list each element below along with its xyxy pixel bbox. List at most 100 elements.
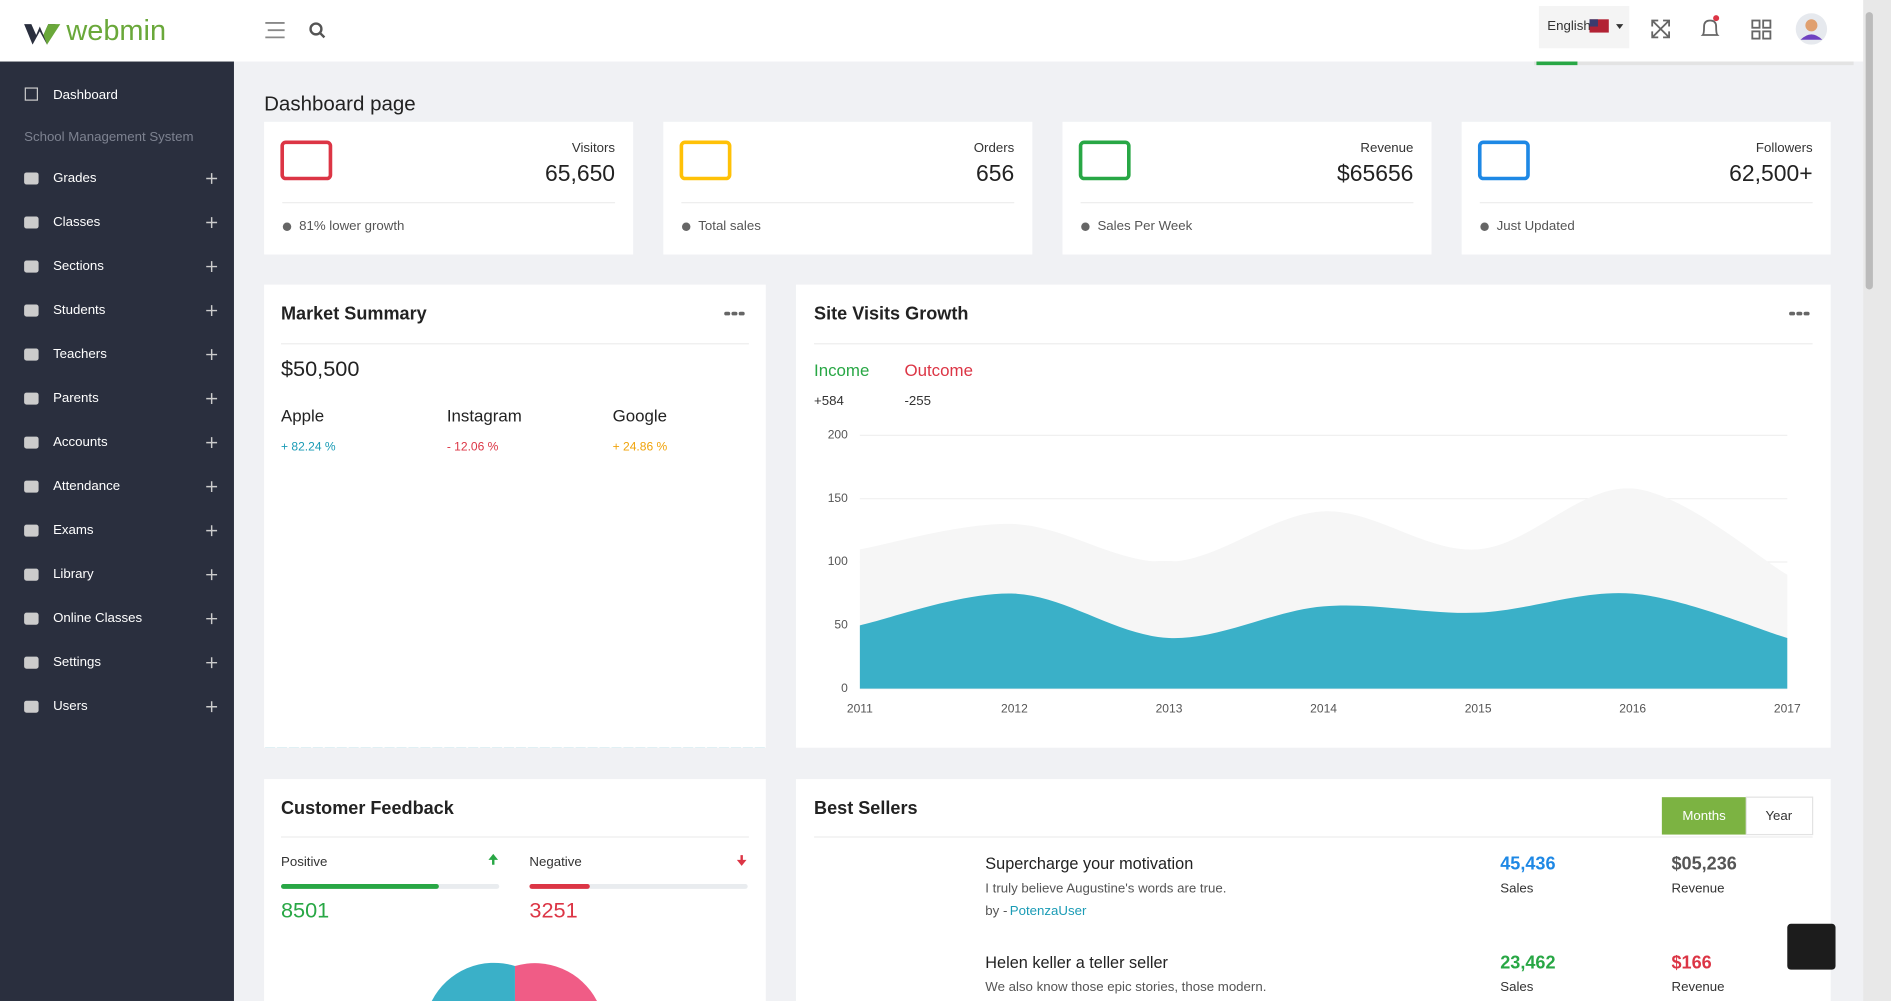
item-revenue-label: Revenue — [1672, 880, 1725, 895]
expand-icon[interactable] — [206, 569, 218, 581]
expand-icon[interactable] — [206, 173, 218, 184]
menu-item[interactable]: Attendance — [53, 478, 120, 493]
item-revenue-label: Revenue — [1672, 979, 1725, 994]
feedback-label: Positive — [281, 854, 327, 869]
stat-label: Orders — [974, 140, 1015, 155]
language[interactable]: English — [1547, 18, 1590, 33]
language-button[interactable] — [1538, 6, 1630, 49]
item-sales: 23,462 — [1500, 952, 1555, 972]
menu-item[interactable]: Users — [53, 698, 88, 713]
tab[interactable] — [1745, 796, 1814, 836]
menu-icon — [24, 656, 39, 669]
expand-icon[interactable] — [206, 305, 218, 316]
item-author[interactable]: PotenzaUser — [1010, 903, 1087, 918]
fullscreen-icon[interactable] — [1651, 19, 1671, 39]
card — [264, 779, 766, 1001]
x-tick-label: 2014 — [1310, 701, 1337, 715]
menu-icon — [24, 260, 39, 273]
expand-icon[interactable] — [206, 393, 218, 405]
expand-icon[interactable] — [206, 261, 218, 272]
expand-icon[interactable] — [206, 525, 218, 537]
legend-stat: -255 — [904, 393, 931, 408]
menu-item[interactable]: Sections — [53, 258, 104, 273]
y-tick-label: 150 — [828, 491, 848, 505]
item-by: by - — [985, 903, 1007, 918]
legend-stat: +584 — [814, 393, 844, 408]
menu-toggle[interactable] — [265, 22, 285, 39]
menu-section-label: School Management System — [24, 129, 193, 144]
item-title: Supercharge your motivation — [985, 855, 1193, 873]
avatar-body — [1800, 34, 1823, 40]
feedback-value: 3251 — [529, 897, 577, 922]
expand-icon[interactable] — [206, 437, 218, 449]
menu-item[interactable]: Parents — [53, 390, 99, 405]
menu-item[interactable]: Classes — [53, 214, 101, 229]
card-icon — [679, 140, 732, 181]
logo-mark-accent — [43, 24, 61, 45]
area — [859, 593, 1788, 689]
menu-item[interactable]: Library — [53, 566, 94, 581]
item-revenue: $05,236 — [1672, 853, 1737, 873]
footer-icon — [1480, 222, 1489, 231]
menu-icon — [24, 480, 39, 493]
expand-icon[interactable] — [206, 481, 218, 493]
tab-active[interactable] — [1661, 797, 1747, 835]
progress-bar — [529, 884, 590, 889]
card-title: Market Summary — [281, 304, 427, 324]
item-revenue: $166 — [1672, 952, 1712, 972]
menu-item[interactable]: Exams — [53, 522, 94, 537]
menu-icon — [24, 172, 39, 185]
menu-item[interactable]: Settings — [53, 654, 101, 669]
menu-icon — [24, 304, 39, 317]
stat-value: 62,500+ — [1729, 160, 1812, 186]
widget-button[interactable] — [1787, 923, 1836, 970]
menu-item[interactable]: Teachers — [53, 346, 107, 361]
card-icon — [1078, 140, 1131, 181]
page-title: Dashboard page — [264, 92, 416, 115]
menu-item[interactable]: Online Classes — [53, 610, 142, 625]
feedback-label: Negative — [529, 854, 581, 869]
card — [795, 779, 1831, 1001]
x-tick-label: 2017 — [1774, 701, 1801, 715]
expand-icon[interactable] — [206, 613, 218, 625]
apps-icon[interactable] — [1751, 19, 1772, 40]
avatar-face — [1805, 19, 1818, 32]
tab-label[interactable]: Year — [1765, 808, 1792, 823]
stat-value: $65656 — [1337, 160, 1413, 186]
legend-entry: Outcome — [904, 361, 972, 380]
logo[interactable]: webmin — [65, 15, 166, 47]
stat-label: Visitors — [572, 140, 616, 155]
expand-icon[interactable] — [206, 657, 218, 669]
brand-change: + 82.24 % — [281, 440, 336, 454]
trend-arrow — [488, 853, 499, 865]
expand-icon[interactable] — [206, 217, 218, 228]
menu-icon — [24, 392, 39, 405]
card-icon — [1477, 140, 1530, 181]
menu-icon — [24, 524, 39, 537]
tab-label[interactable]: Months — [1682, 808, 1726, 823]
expand-icon[interactable] — [206, 701, 218, 713]
pie-slice — [431, 962, 515, 1001]
menu-icon — [24, 612, 39, 625]
footer-icon — [1081, 222, 1090, 231]
brand-name: Apple — [281, 407, 324, 426]
search-icon[interactable] — [309, 22, 326, 39]
menu-item[interactable]: Grades — [53, 170, 97, 185]
sidebar — [0, 61, 234, 1001]
notification-icon[interactable] — [1700, 15, 1720, 36]
expand-icon[interactable] — [206, 349, 218, 361]
menu-item[interactable]: Dashboard — [53, 87, 118, 102]
menu-icon — [24, 568, 39, 581]
menu-item[interactable]: Students — [53, 302, 106, 317]
item-sales-label: Sales — [1500, 880, 1534, 895]
x-tick-label: 2016 — [1619, 701, 1646, 715]
menu-icon — [24, 700, 39, 713]
card-title: Best Sellers — [814, 798, 918, 818]
scroll-thumb[interactable] — [1865, 12, 1873, 290]
menu-item[interactable]: Accounts — [53, 434, 108, 449]
dropdown-caret — [1616, 24, 1624, 29]
y-tick-label: 100 — [828, 554, 848, 568]
stat-label: Followers — [1756, 140, 1813, 155]
card-title: Site Visits Growth — [814, 304, 968, 324]
